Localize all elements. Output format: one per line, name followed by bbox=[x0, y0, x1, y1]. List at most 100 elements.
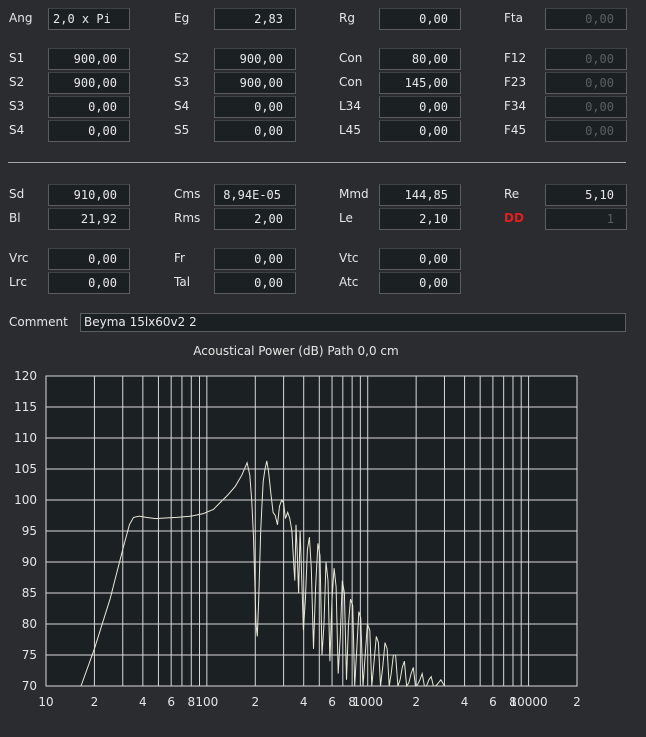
y-tick-label-7: 85 bbox=[22, 586, 37, 600]
s3b-field[interactable]: 0,00 bbox=[48, 96, 130, 118]
eg-label: Eg bbox=[174, 11, 190, 25]
y-tick-label-2: 110 bbox=[14, 431, 37, 445]
eg-field[interactable]: 2,83 bbox=[214, 8, 296, 30]
s4b-field[interactable]: 0,00 bbox=[48, 120, 130, 142]
con2-field[interactable]: 145,00 bbox=[379, 72, 461, 94]
s2-field[interactable]: 900,00 bbox=[214, 48, 296, 70]
s3-field[interactable]: 900,00 bbox=[214, 72, 296, 94]
s4-label: S4 bbox=[174, 99, 190, 113]
s3-label: S3 bbox=[174, 75, 190, 89]
comment-label: Comment bbox=[9, 315, 68, 329]
atc-label: Atc bbox=[339, 275, 359, 289]
series-line-0 bbox=[80, 460, 445, 688]
x-tick-label-0: 10 bbox=[38, 695, 53, 709]
f12-field: 0,00 bbox=[545, 48, 627, 70]
l45-label: L45 bbox=[339, 123, 361, 137]
rms-label: Rms bbox=[174, 211, 201, 225]
f34-label: F34 bbox=[504, 99, 527, 113]
tal-field[interactable]: 0,00 bbox=[214, 272, 296, 294]
ang-field[interactable]: 2,0 x Pi bbox=[48, 8, 130, 30]
y-tick-label-5: 95 bbox=[22, 524, 37, 538]
x-tick-label-9: 8 bbox=[348, 695, 356, 709]
le-field[interactable]: 2,10 bbox=[379, 208, 461, 230]
con1-field[interactable]: 80,00 bbox=[379, 48, 461, 70]
s2b-label: S2 bbox=[9, 75, 25, 89]
vrc-label: Vrc bbox=[9, 251, 29, 265]
y-tick-label-6: 90 bbox=[22, 555, 37, 569]
l34-field[interactable]: 0,00 bbox=[379, 96, 461, 118]
x-tick-label-5: 100 bbox=[195, 695, 218, 709]
plot-frame bbox=[45, 375, 578, 687]
chart-title: Acoustical Power (dB) Path 0,0 cm bbox=[193, 344, 399, 358]
bl-field[interactable]: 21,92 bbox=[48, 208, 130, 230]
comment-field[interactable]: Beyma 15lx60v2 2 bbox=[80, 313, 626, 332]
rms-field[interactable]: 2,00 bbox=[214, 208, 296, 230]
y-tick-label-1: 115 bbox=[14, 400, 37, 414]
y-tick-label-9: 75 bbox=[22, 648, 37, 662]
re-label: Re bbox=[504, 187, 520, 201]
x-tick-label-13: 6 bbox=[489, 695, 497, 709]
s4b-label: S4 bbox=[9, 123, 25, 137]
f12-label: F12 bbox=[504, 51, 527, 65]
s4-field[interactable]: 0,00 bbox=[214, 96, 296, 118]
x-tick-label-10: 1000 bbox=[352, 695, 383, 709]
f45-field: 0,00 bbox=[545, 120, 627, 142]
s2b-field[interactable]: 900,00 bbox=[48, 72, 130, 94]
fta-field: 0,00 bbox=[545, 8, 627, 30]
sd-label: Sd bbox=[9, 187, 25, 201]
rg-label: Rg bbox=[339, 11, 355, 25]
s2-label: S2 bbox=[174, 51, 190, 65]
vtc-label: Vtc bbox=[339, 251, 359, 265]
f45-label: F45 bbox=[504, 123, 527, 137]
cms-label: Cms bbox=[174, 187, 201, 201]
s1-label: S1 bbox=[9, 51, 25, 65]
f23-field: 0,00 bbox=[545, 72, 627, 94]
dd-field: 1 bbox=[545, 208, 627, 230]
y-tick-label-4: 100 bbox=[14, 493, 37, 507]
fr-label: Fr bbox=[174, 251, 185, 265]
x-tick-label-15: 10000 bbox=[509, 695, 547, 709]
bl-label: Bl bbox=[9, 211, 21, 225]
atc-field[interactable]: 0,00 bbox=[379, 272, 461, 294]
x-tick-label-6: 2 bbox=[251, 695, 259, 709]
con2-label: Con bbox=[339, 75, 363, 89]
s1-field[interactable]: 900,00 bbox=[48, 48, 130, 70]
l45-field[interactable]: 0,00 bbox=[379, 120, 461, 142]
cms-field[interactable]: 8,94E-05 bbox=[214, 184, 296, 206]
y-tick-label-10: 70 bbox=[22, 679, 37, 693]
mmd-field[interactable]: 144,85 bbox=[379, 184, 461, 206]
dd-label: DD bbox=[504, 211, 524, 225]
le-label: Le bbox=[339, 211, 353, 225]
x-tick-label-8: 6 bbox=[328, 695, 336, 709]
x-tick-label-4: 8 bbox=[187, 695, 195, 709]
y-tick-label-8: 80 bbox=[22, 617, 37, 631]
sd-field[interactable]: 910,00 bbox=[48, 184, 130, 206]
y-tick-label-0: 120 bbox=[14, 369, 37, 383]
x-tick-label-7: 4 bbox=[300, 695, 308, 709]
x-tick-label-1: 2 bbox=[91, 695, 99, 709]
section-divider bbox=[8, 162, 626, 163]
re-field[interactable]: 5,10 bbox=[545, 184, 627, 206]
x-tick-label-3: 6 bbox=[167, 695, 175, 709]
x-tick-label-2: 4 bbox=[139, 695, 147, 709]
s3b-label: S3 bbox=[9, 99, 25, 113]
con1-label: Con bbox=[339, 51, 363, 65]
vrc-field[interactable]: 0,00 bbox=[48, 248, 130, 270]
rg-field[interactable]: 0,00 bbox=[379, 8, 461, 30]
x-tick-label-11: 2 bbox=[412, 695, 420, 709]
s5-field[interactable]: 0,00 bbox=[214, 120, 296, 142]
s5-label: S5 bbox=[174, 123, 190, 137]
x-tick-label-16: 2 bbox=[573, 695, 581, 709]
f23-label: F23 bbox=[504, 75, 527, 89]
f34-field: 0,00 bbox=[545, 96, 627, 118]
l34-label: L34 bbox=[339, 99, 361, 113]
lrc-field[interactable]: 0,00 bbox=[48, 272, 130, 294]
fr-field[interactable]: 0,00 bbox=[214, 248, 296, 270]
y-tick-label-3: 105 bbox=[14, 462, 37, 476]
vtc-field[interactable]: 0,00 bbox=[379, 248, 461, 270]
x-tick-label-14: 8 bbox=[509, 695, 517, 709]
mmd-label: Mmd bbox=[339, 187, 369, 201]
fta-label: Fta bbox=[504, 11, 523, 25]
lrc-label: Lrc bbox=[9, 275, 27, 289]
